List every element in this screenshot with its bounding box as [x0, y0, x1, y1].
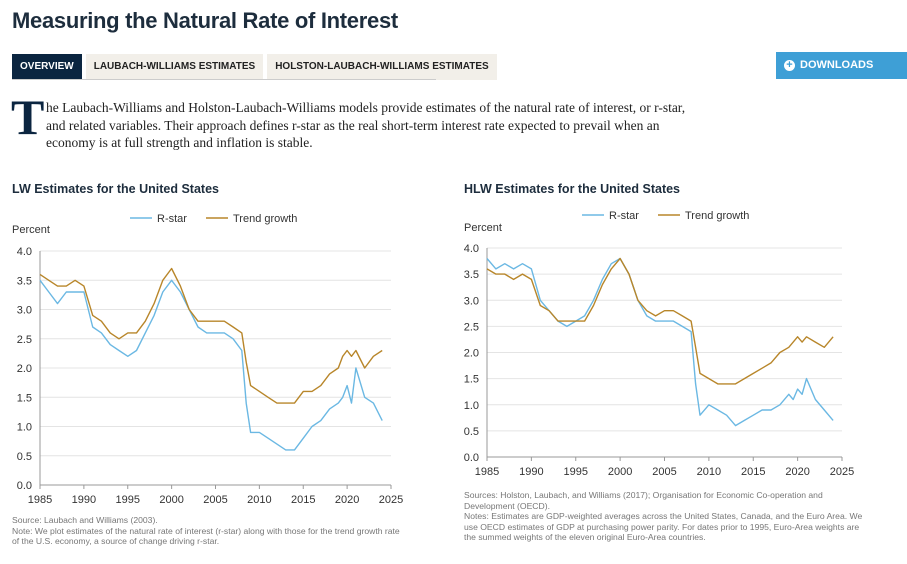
x-tick-label-lw: 2005 [203, 494, 227, 506]
intro-text: he Laubach-Williams and Holston-Laubach-… [46, 100, 686, 150]
chart-title-lw: LW Estimates for the United States [12, 182, 219, 196]
y-tick-label-hlw: 1.0 [464, 400, 479, 412]
x-tick-label-hlw: 2010 [697, 466, 721, 478]
y-tick-label-hlw: 3.0 [464, 295, 479, 307]
y-tick-label-lw: 3.5 [17, 275, 32, 287]
downloads-button[interactable]: + DOWNLOADS [776, 52, 907, 79]
x-tick-label-lw: 1995 [116, 494, 140, 506]
legend-label-trend-growth-lw: Trend growth [233, 213, 297, 225]
page-title: Measuring the Natural Rate of Interest [12, 8, 398, 33]
y-tick-label-hlw: 4.0 [464, 243, 479, 255]
x-tick-label-lw: 2010 [247, 494, 271, 506]
y-tick-label-hlw: 0.0 [464, 452, 479, 464]
source-note-lw: Source: Laubach and Williams (2003). [12, 515, 158, 525]
intro-dropcap: T [11, 89, 45, 145]
tab-overview[interactable]: OVERVIEW [12, 54, 82, 80]
x-tick-label-hlw: 2025 [830, 466, 854, 478]
x-tick-label-hlw: 1985 [475, 466, 499, 478]
note-hlw: Notes: Estimates are GDP-weighted averag… [464, 511, 863, 543]
plus-circle-icon: + [784, 60, 795, 71]
x-tick-label-lw: 2000 [159, 494, 183, 506]
x-tick-label-lw: 1985 [28, 494, 52, 506]
legend-label-rstar-lw: R-star [157, 213, 187, 225]
y-tick-label-hlw: 2.0 [464, 348, 479, 360]
y-tick-label-lw: 0.5 [17, 451, 32, 463]
notes-lw: Source: Laubach and Williams (2003). Not… [12, 515, 402, 547]
x-tick-label-hlw: 1995 [564, 466, 588, 478]
y-tick-label-hlw: 0.5 [464, 426, 479, 438]
y-tick-label-hlw: 3.5 [464, 269, 479, 281]
y-tick-label-lw: 1.5 [17, 392, 32, 404]
y-tick-label-lw: 4.0 [17, 246, 32, 258]
x-tick-label-lw: 2015 [291, 494, 315, 506]
x-tick-label-hlw: 2015 [741, 466, 765, 478]
tab-holston-laubach-williams-estimates[interactable]: HOLSTON-LAUBACH-WILLIAMS ESTIMATES [267, 54, 497, 80]
x-tick-label-lw: 2020 [335, 494, 359, 506]
y-tick-label-lw: 2.0 [17, 363, 32, 375]
tab-bar: OVERVIEW LAUBACH-WILLIAMS ESTIMATES HOLS… [12, 54, 501, 80]
x-tick-label-lw: 2025 [379, 494, 403, 506]
chart-title-hlw: HLW Estimates for the United States [464, 182, 681, 196]
ylabel-lw: Percent [12, 224, 50, 236]
y-tick-label-lw: 3.0 [17, 305, 32, 317]
y-tick-label-lw: 1.0 [17, 422, 32, 434]
series-line-rstar-lw [39, 279, 383, 451]
downloads-label: DOWNLOADS [800, 59, 874, 71]
ylabel-hlw: Percent [464, 222, 502, 234]
note-lw: Note: We plot estimates of the natural r… [12, 525, 400, 547]
x-tick-label-hlw: 2000 [608, 466, 632, 478]
x-tick-label-lw: 1990 [72, 494, 96, 506]
y-tick-label-lw: 0.0 [17, 480, 32, 492]
legend-label-rstar-hlw: R-star [609, 210, 639, 222]
notes-hlw: Sources: Holston, Laubach, and Williams … [464, 490, 864, 543]
y-tick-label-hlw: 2.5 [464, 321, 479, 333]
tab-laubach-williams-estimates[interactable]: LAUBACH-WILLIAMS ESTIMATES [85, 54, 264, 80]
source-note-hlw: Sources: Holston, Laubach, and Williams … [464, 490, 823, 511]
x-tick-label-hlw: 1990 [519, 466, 543, 478]
series-line-trend-growth-lw [39, 267, 383, 404]
series-line-trend-growth-hlw [486, 257, 834, 385]
x-tick-label-hlw: 2005 [652, 466, 676, 478]
tab-divider [12, 79, 436, 80]
y-tick-label-hlw: 1.5 [464, 374, 479, 386]
y-tick-label-lw: 2.5 [17, 334, 32, 346]
x-tick-label-hlw: 2020 [785, 466, 809, 478]
series-line-rstar-hlw [486, 257, 834, 427]
legend-label-trend-growth-hlw: Trend growth [685, 210, 749, 222]
